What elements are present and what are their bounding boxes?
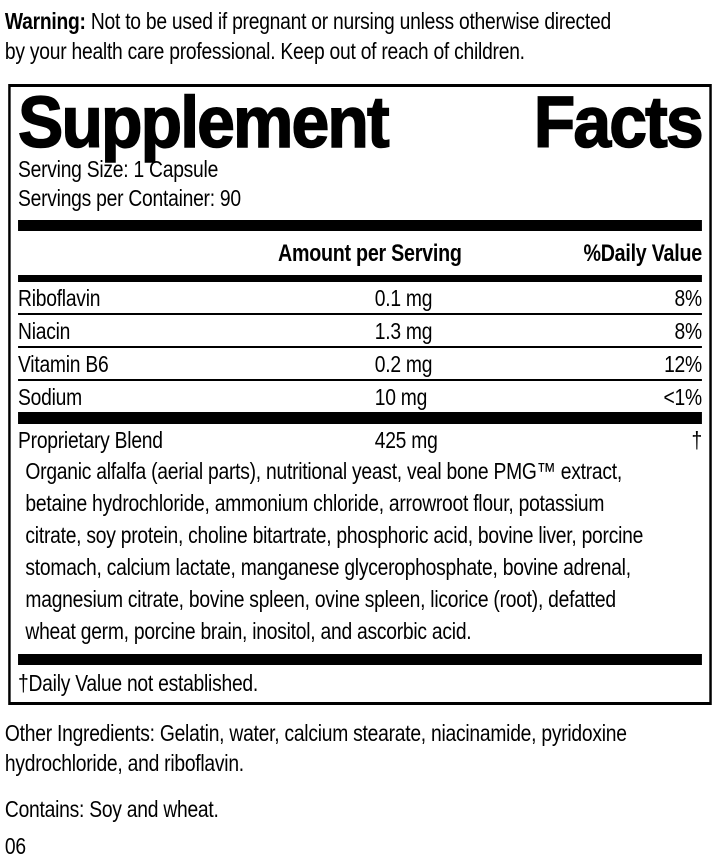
divider-bar-header — [18, 275, 702, 282]
blend-ingredients-line: citrate, soy protein, choline bitartrate… — [25, 522, 644, 548]
divider-bar-blend — [18, 412, 702, 424]
panel-title: Supplement Facts — [17, 83, 704, 163]
nutrient-row-sodium: Sodium 10 mg <1% — [18, 381, 702, 412]
nutrient-row-niacin: Niacin 1.3 mg 8% — [18, 315, 702, 348]
warning-line-1: Warning: Not to be used if pregnant or n… — [5, 6, 713, 36]
nutrient-amount: 0.1 mg — [374, 285, 433, 311]
contains-statement: Contains: Soy and wheat. — [4, 796, 219, 822]
blend-ingredients-line: wheat germ, porcine brain, inositol, and… — [25, 618, 472, 644]
other-ingredients-line-1: Other Ingredients: Gelatin, water, calci… — [4, 720, 627, 746]
warning-label: Warning: — [4, 8, 86, 34]
nutrient-name: Sodium — [18, 384, 82, 410]
nutrient-amount: 1.3 mg — [374, 318, 433, 344]
nutrient-amount: 10 mg — [374, 384, 428, 410]
nutrient-daily-value: <1% — [663, 384, 703, 410]
servings-per-container: Servings per Container: 90 — [18, 185, 241, 211]
warning-text: Warning: Not to be used if pregnant or n… — [5, 6, 713, 66]
blend-ingredients-line: magnesium citrate, bovine spleen, ovine … — [25, 586, 616, 612]
divider-bar-footnote — [18, 654, 702, 665]
supplement-label: Warning: Not to be used if pregnant or n… — [0, 6, 720, 854]
column-header-daily-value: %Daily Value — [583, 240, 702, 267]
nutrient-daily-value: 8% — [674, 318, 703, 344]
blend-ingredients-line: Organic alfalfa (aerial parts), nutritio… — [25, 458, 622, 484]
blend-ingredients-line: betaine hydrochloride, ammonium chloride… — [25, 490, 605, 516]
blend-name: Proprietary Blend — [18, 427, 163, 453]
nutrient-daily-value: 8% — [674, 285, 703, 311]
nutrient-amount: 0.2 mg — [374, 351, 433, 377]
nutrient-name: Vitamin B6 — [18, 351, 109, 377]
nutrient-row-vitamin-b6: Vitamin B6 0.2 mg 12% — [18, 348, 702, 381]
other-ingredients-line-2: hydrochloride, and riboflavin. — [4, 750, 244, 776]
other-ingredients: Other Ingredients: Gelatin, water, calci… — [5, 718, 713, 778]
proprietary-blend-row: Proprietary Blend 425 mg † — [18, 424, 702, 455]
lot-number: 06 — [4, 833, 26, 854]
blend-daily-value-dagger: † — [691, 427, 702, 453]
divider-bar-top — [18, 220, 702, 231]
nutrient-row-riboflavin: Riboflavin 0.1 mg 8% — [18, 282, 702, 315]
warning-line-2: by your health care professional. Keep o… — [4, 38, 525, 64]
blend-ingredients: Organic alfalfa (aerial parts), nutritio… — [18, 455, 702, 647]
blend-amount: 425 mg — [374, 427, 438, 453]
supplement-facts-panel: Supplement Facts Serving Size: 1 Capsule… — [8, 84, 712, 705]
table-column-header: Amount per Serving %Daily Value — [18, 231, 702, 275]
nutrient-name: Niacin — [18, 318, 71, 344]
warning-line-1-text: Not to be used if pregnant or nursing un… — [85, 8, 611, 34]
nutrient-name: Riboflavin — [18, 285, 101, 311]
daily-value-footnote: †Daily Value not established. — [18, 670, 259, 696]
serving-size: Serving Size: 1 Capsule — [18, 156, 219, 182]
column-header-amount: Amount per Serving — [277, 240, 462, 267]
blend-ingredients-line: stomach, calcium lactate, manganese glyc… — [25, 554, 631, 580]
nutrient-daily-value: 12% — [664, 351, 702, 377]
